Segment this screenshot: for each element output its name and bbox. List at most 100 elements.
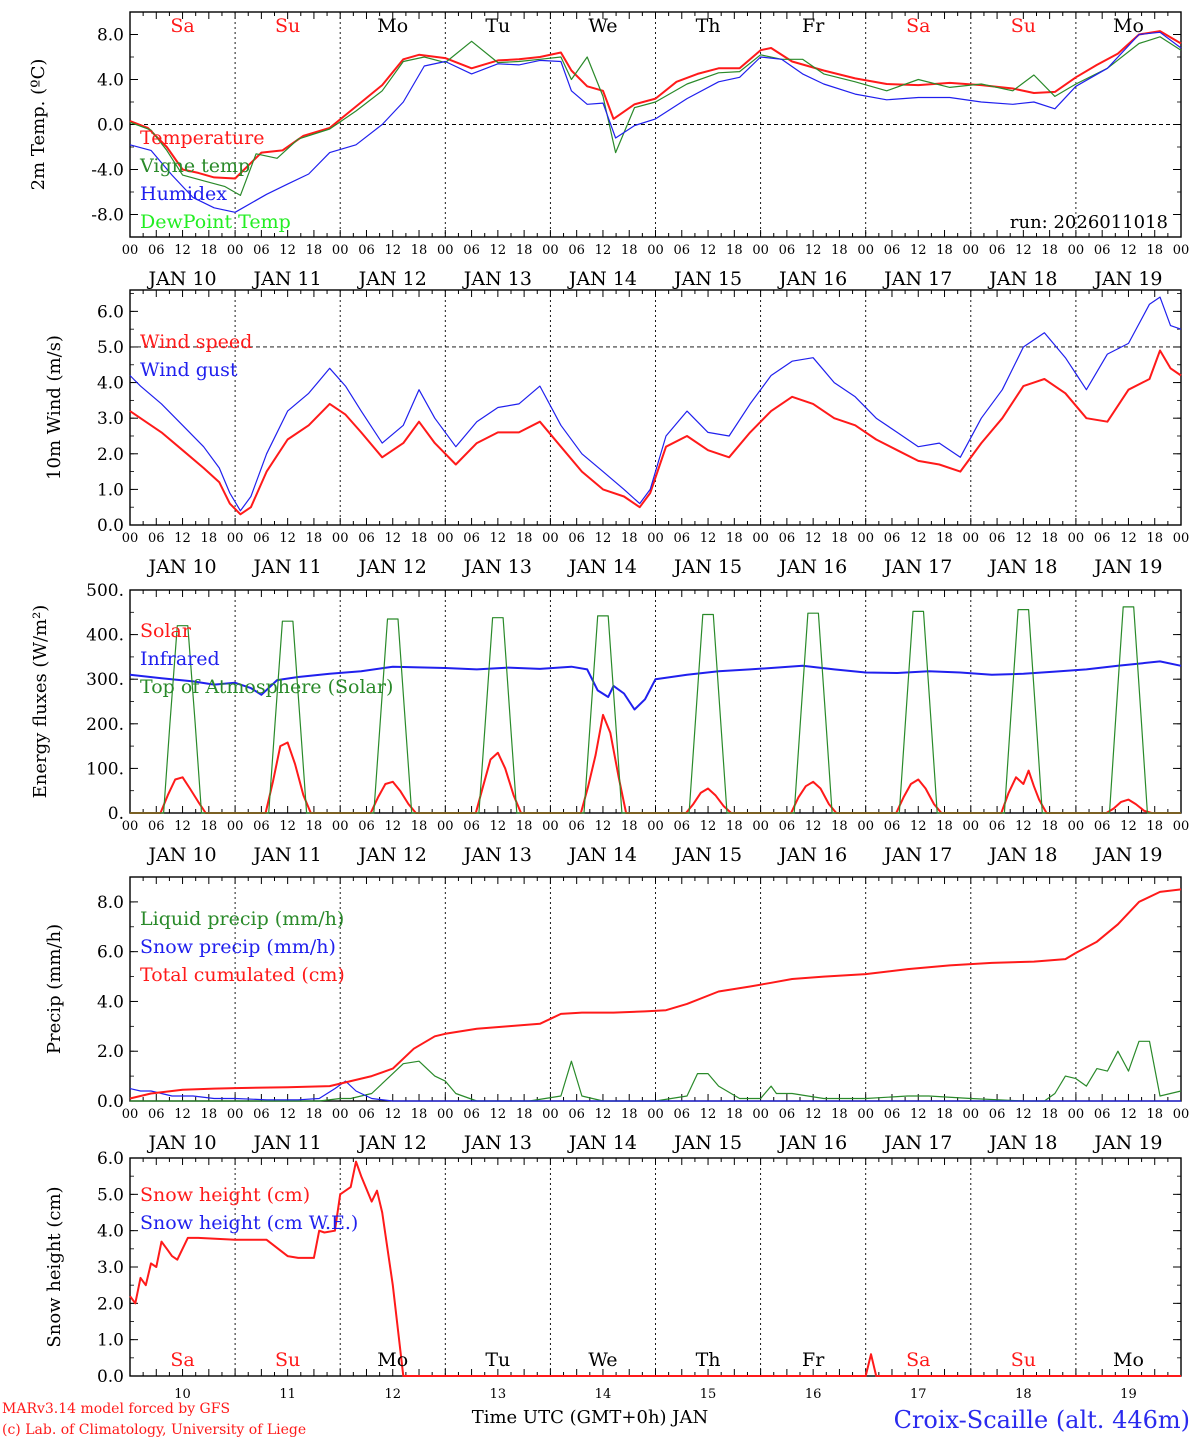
hour-tick-label: 06	[568, 1107, 585, 1122]
day-number-label: 16	[805, 1387, 822, 1402]
date-label: JAN 12	[357, 1132, 427, 1154]
hour-tick-label: 06	[674, 819, 691, 834]
hour-tick-label: 06	[253, 531, 270, 546]
date-label: JAN 18	[987, 556, 1057, 578]
hour-tick-label: 12	[384, 243, 401, 258]
date-label: JAN 12	[357, 268, 427, 290]
hour-tick-label: 06	[674, 531, 691, 546]
hour-tick-label: 12	[174, 819, 191, 834]
hour-tick-label: 18	[201, 243, 218, 258]
hour-tick-label: 00	[857, 531, 874, 546]
hour-tick-label: 12	[1015, 1107, 1032, 1122]
y-tick-label: 4.0	[97, 1222, 124, 1242]
weekday-label: Tu	[485, 15, 510, 37]
hour-tick-label: 00	[437, 531, 454, 546]
hour-tick-label: 06	[463, 243, 480, 258]
date-label: JAN 17	[882, 556, 952, 578]
hour-tick-label: 18	[726, 243, 743, 258]
date-label: JAN 16	[777, 556, 847, 578]
date-label: JAN 16	[777, 844, 847, 866]
series-line-wind-gust	[129, 296, 1182, 512]
date-label: JAN 10	[146, 844, 216, 866]
y-tick-label: 0.0	[97, 1367, 124, 1387]
hour-tick-label: 06	[358, 819, 375, 834]
weekday-label: Mo	[377, 15, 408, 37]
hour-tick-label: 18	[201, 1107, 218, 1122]
hour-tick-label: 00	[1173, 531, 1190, 546]
y-tick-label: 6.0	[97, 302, 124, 322]
hour-tick-label: 18	[831, 243, 848, 258]
hour-tick-label: 12	[490, 243, 507, 258]
run-label: run: 2026011018	[1010, 212, 1168, 233]
date-label: JAN 10	[146, 268, 216, 290]
date-label: JAN 12	[357, 844, 427, 866]
hour-tick-label: 00	[647, 243, 664, 258]
date-label: JAN 15	[672, 268, 742, 290]
hour-tick-label: 00	[1068, 243, 1085, 258]
hour-tick-label: 06	[989, 243, 1006, 258]
legend-entry: Liquid precip (mm/h)	[140, 908, 344, 930]
series-line-solar	[130, 713, 1181, 814]
day-number-label: 13	[490, 1387, 507, 1402]
hour-tick-label: 18	[201, 531, 218, 546]
hour-tick-label: 18	[726, 1107, 743, 1122]
hour-tick-label: 00	[1173, 819, 1190, 834]
hour-tick-label: 12	[805, 819, 822, 834]
y-tick-label: 8.0	[97, 26, 124, 46]
series-line-vigne-temp	[129, 36, 1182, 196]
date-label: JAN 10	[146, 556, 216, 578]
hour-tick-label: 06	[148, 819, 165, 834]
series-line-liquid-precip-mm-h-	[130, 1040, 1182, 1102]
hour-tick-label: 00	[122, 243, 139, 258]
hour-tick-label: 12	[1120, 1107, 1137, 1122]
hour-tick-label: 12	[490, 819, 507, 834]
hour-tick-label: 06	[674, 1107, 691, 1122]
y-tick-label: 200.	[86, 715, 124, 735]
weekday-label: Fr	[802, 1349, 825, 1371]
hour-tick-label: 18	[306, 819, 323, 834]
hour-tick-label: 12	[910, 531, 927, 546]
hour-tick-label: 00	[647, 531, 664, 546]
hour-tick-label: 18	[411, 819, 428, 834]
weekday-label: Su	[275, 1349, 300, 1371]
y-tick-label: 500.	[86, 581, 124, 601]
lab-credit: (c) Lab. of Climatology, University of L…	[2, 1422, 306, 1438]
date-label: JAN 11	[252, 1132, 322, 1154]
weekday-label: Su	[275, 15, 300, 37]
hour-tick-label: 00	[1173, 243, 1190, 258]
y-tick-label: 6.0	[97, 943, 124, 963]
weekday-label: Mo	[1113, 15, 1144, 37]
hour-tick-label: 00	[332, 531, 349, 546]
time-axis-title: Time UTC (GMT+0h) JAN	[472, 1407, 709, 1428]
hour-tick-label: 06	[884, 243, 901, 258]
date-label: JAN 14	[567, 844, 637, 866]
y-tick-label: 3.0	[97, 1258, 124, 1278]
hour-tick-label: 18	[726, 531, 743, 546]
hour-tick-label: 12	[174, 531, 191, 546]
weekday-label: Sa	[906, 1349, 930, 1371]
hour-tick-label: 00	[857, 819, 874, 834]
y-axis-label: 10m Wind (m/s)	[44, 335, 65, 480]
date-label: JAN 15	[672, 844, 742, 866]
hour-tick-label: 12	[595, 819, 612, 834]
hour-tick-label: 06	[779, 243, 796, 258]
hour-tick-label: 06	[463, 531, 480, 546]
hour-tick-label: 12	[595, 243, 612, 258]
hour-tick-label: 00	[122, 1107, 139, 1122]
hour-tick-label: 12	[910, 819, 927, 834]
hour-tick-label: 00	[542, 819, 559, 834]
legend-entry: Solar	[140, 620, 192, 642]
hour-tick-label: 18	[1041, 819, 1058, 834]
hour-tick-label: 12	[279, 1107, 296, 1122]
hour-tick-label: 00	[542, 531, 559, 546]
date-label: JAN 12	[357, 556, 427, 578]
hour-tick-label: 12	[1015, 531, 1032, 546]
hour-tick-label: 12	[279, 243, 296, 258]
hour-tick-label: 18	[726, 819, 743, 834]
hour-tick-label: 00	[963, 531, 980, 546]
legend-entry: Vigne temp	[139, 155, 250, 177]
weekday-label: Su	[1011, 1349, 1036, 1371]
hour-tick-label: 18	[306, 243, 323, 258]
hour-tick-label: 12	[595, 531, 612, 546]
